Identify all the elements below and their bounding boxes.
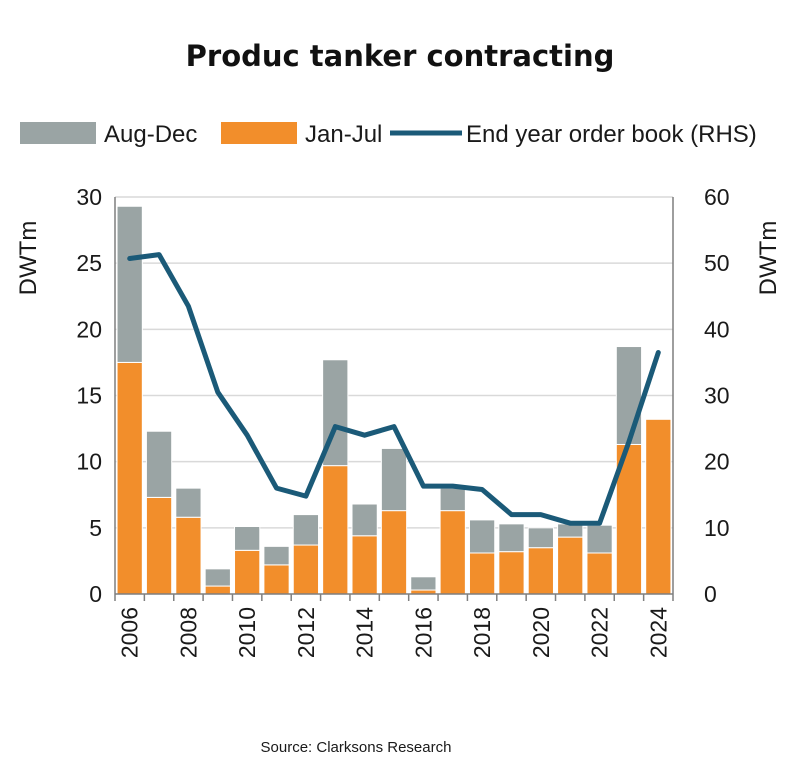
point-order-book-2007: [157, 253, 161, 256]
y-tick-left-5: 5: [89, 515, 102, 541]
point-order-book-2019: [510, 513, 513, 516]
bar-jan-jul-2014: [351, 535, 378, 595]
point-order-book-2023: [627, 440, 631, 444]
bar-aug-dec-2020: [527, 527, 554, 549]
point-order-book-2012: [304, 494, 308, 498]
x-tick-label-2010: 2010: [234, 607, 260, 658]
line-series: [127, 252, 661, 526]
bar-aug-dec-2014: [351, 503, 378, 537]
point-order-book-2021: [569, 522, 572, 525]
bar-aug-dec-2010: [234, 526, 261, 551]
y-tick-left-15: 15: [76, 383, 102, 409]
legend-swatch-jan-jul: [221, 122, 297, 144]
bar-jan-jul-2006: [116, 361, 143, 595]
bar-jan-jul-2012: [292, 544, 320, 595]
y-tick-right-40: 40: [704, 316, 730, 342]
y-tick-left-30: 30: [76, 184, 102, 210]
x-tick-label-2020: 2020: [528, 607, 554, 658]
bar-jan-jul-2007: [145, 496, 173, 595]
bar-jan-jul-2015: [380, 510, 408, 595]
axes: [114, 197, 674, 601]
point-order-book-2022: [598, 522, 601, 525]
x-tick-label-2006: 2006: [117, 607, 143, 658]
x-tick-label-2008: 2008: [175, 607, 201, 658]
point-order-book-2008: [187, 304, 190, 308]
point-order-book-2015: [392, 425, 396, 428]
bars: [116, 205, 672, 595]
point-order-book-2016: [422, 484, 425, 488]
bar-jan-jul-2013: [322, 465, 349, 595]
bar-jan-jul-2019: [498, 551, 525, 595]
point-order-book-2020: [539, 513, 543, 516]
y-tick-right-50: 50: [704, 250, 730, 276]
y-tick-right-0: 0: [704, 581, 717, 607]
x-tick-label-2012: 2012: [293, 607, 319, 658]
bar-jan-jul-2024: [645, 418, 672, 595]
point-order-book-2009: [216, 390, 219, 394]
point-order-book-2024: [657, 351, 660, 354]
y-tick-right-20: 20: [704, 449, 730, 475]
y-tick-left-25: 25: [76, 250, 102, 276]
bar-jan-jul-2011: [263, 564, 290, 595]
bar-aug-dec-2006: [116, 205, 143, 363]
y-tick-right-30: 30: [704, 383, 730, 409]
point-order-book-2013: [334, 425, 337, 428]
bar-jan-jul-2018: [468, 552, 496, 595]
bar-jan-jul-2022: [586, 552, 613, 595]
chart-title: Produc tanker contracting: [186, 39, 615, 73]
bar-jan-jul-2008: [175, 516, 202, 595]
bar-aug-dec-2008: [175, 487, 202, 518]
bar-aug-dec-2022: [586, 524, 613, 554]
y-tick-right-60: 60: [704, 184, 730, 210]
y-tick-right-10: 10: [704, 515, 730, 541]
bar-aug-dec-2012: [292, 514, 320, 546]
bar-jan-jul-2010: [234, 549, 261, 595]
point-order-book-2011: [275, 486, 278, 490]
bar-aug-dec-2017: [439, 487, 466, 512]
legend-label-jan-jul: Jan-Jul: [305, 121, 382, 148]
y-tick-left-20: 20: [76, 316, 102, 342]
legend-label-order-book: End year order book (RHS): [466, 121, 757, 148]
point-order-book-2018: [480, 488, 484, 491]
y-ticks-right: 0 10 20 30 40 50 60: [704, 184, 730, 607]
point-order-book-2017: [451, 484, 454, 488]
x-tick-label-2014: 2014: [352, 607, 378, 658]
y-tick-left-0: 0: [89, 581, 102, 607]
legend: Aug-Dec Jan-Jul End year order book (RHS…: [20, 121, 757, 148]
y-tick-left-10: 10: [76, 449, 102, 475]
bar-aug-dec-2011: [263, 545, 290, 566]
x-tick-label-2016: 2016: [410, 607, 436, 658]
x-tick-label-2022: 2022: [587, 607, 613, 658]
point-order-book-2014: [363, 434, 366, 437]
bar-aug-dec-2021: [557, 523, 584, 538]
y-ticks-left: 0 5 10 15 20 25 30: [76, 184, 102, 607]
bar-aug-dec-2015: [380, 447, 408, 512]
x-ticks: 2006 2008 2010 2012 2014 2016 2018 2020 2022 2024: [117, 607, 672, 658]
bar-aug-dec-2007: [145, 430, 173, 498]
bar-aug-dec-2023: [615, 346, 643, 445]
legend-swatch-aug-dec: [20, 122, 96, 144]
bar-jan-jul-2020: [527, 547, 554, 595]
bar-jan-jul-2017: [439, 510, 466, 595]
legend-label-aug-dec: Aug-Dec: [104, 121, 197, 148]
bar-aug-dec-2018: [468, 519, 496, 554]
bar-jan-jul-2021: [557, 536, 584, 595]
point-order-book-2006: [128, 257, 131, 260]
bar-aug-dec-2019: [498, 523, 525, 553]
y-axis-label-left: DWTm: [15, 221, 42, 296]
x-tick-label-2018: 2018: [469, 607, 495, 658]
bar-aug-dec-2009: [204, 568, 231, 587]
source-note: Source: Clarksons Research: [261, 739, 452, 756]
y-axis-label-right: DWTm: [755, 221, 782, 296]
bar-jan-jul-2009: [204, 585, 231, 595]
x-tick-label-2024: 2024: [645, 607, 671, 658]
bar-aug-dec-2016: [410, 576, 437, 591]
point-order-book-2010: [245, 434, 249, 437]
